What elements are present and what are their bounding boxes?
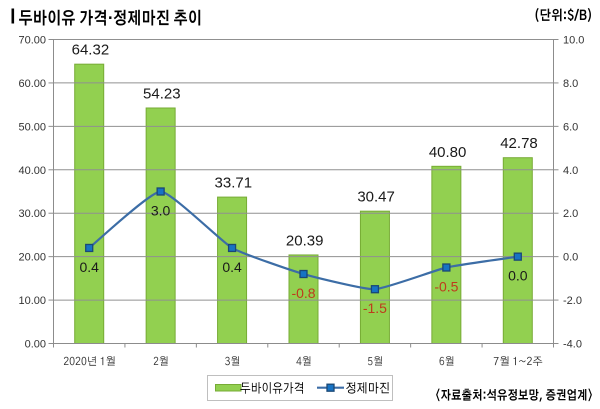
svg-text:4.0: 4.0	[563, 165, 578, 177]
svg-text:60.00: 60.00	[18, 78, 46, 90]
svg-text:50.00: 50.00	[18, 121, 46, 133]
svg-text:0.00: 0.00	[25, 339, 46, 351]
svg-text:0.0: 0.0	[563, 252, 578, 264]
svg-text:42.78: 42.78	[500, 135, 538, 152]
svg-text:40.80: 40.80	[429, 144, 467, 161]
svg-text:-1.5: -1.5	[363, 300, 387, 316]
svg-text:6.0: 6.0	[563, 121, 578, 133]
svg-text:70.00: 70.00	[18, 35, 46, 47]
svg-text:3.0: 3.0	[151, 203, 171, 219]
svg-text:40.00: 40.00	[18, 165, 46, 177]
svg-text:0.4: 0.4	[79, 259, 99, 275]
svg-text:30.00: 30.00	[18, 208, 46, 220]
svg-text:30.47: 30.47	[357, 189, 395, 206]
svg-text:33.71: 33.71	[215, 175, 253, 192]
svg-text:54.23: 54.23	[143, 86, 181, 103]
svg-text:10.00: 10.00	[18, 295, 46, 307]
svg-text:2.0: 2.0	[563, 208, 578, 220]
svg-text:-0.8: -0.8	[291, 285, 315, 301]
svg-text:-2.0: -2.0	[563, 295, 582, 307]
svg-text:-0.5: -0.5	[434, 279, 458, 295]
svg-text:-4.0: -4.0	[563, 339, 582, 351]
svg-text:20.39: 20.39	[286, 232, 324, 249]
svg-text:20.00: 20.00	[18, 252, 46, 264]
svg-text:64.32: 64.32	[72, 42, 110, 59]
svg-text:10.0: 10.0	[563, 35, 584, 47]
svg-text:0.0: 0.0	[508, 268, 528, 284]
svg-text:0.4: 0.4	[222, 259, 242, 275]
svg-text:8.0: 8.0	[563, 78, 578, 90]
